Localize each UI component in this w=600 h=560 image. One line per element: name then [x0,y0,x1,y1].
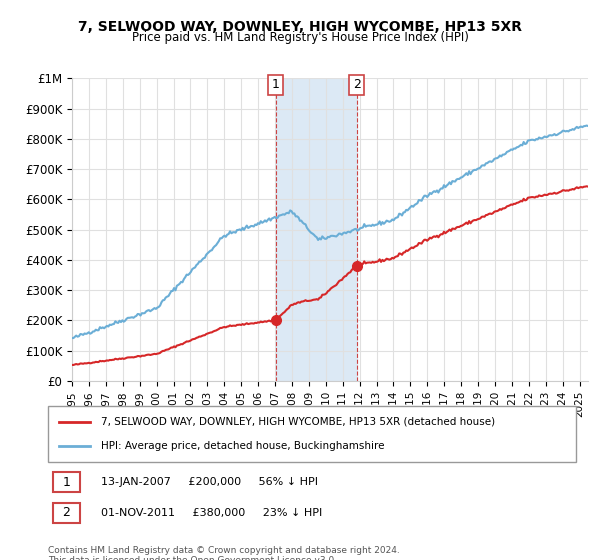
Text: Price paid vs. HM Land Registry's House Price Index (HPI): Price paid vs. HM Land Registry's House … [131,31,469,44]
Text: Contains HM Land Registry data © Crown copyright and database right 2024.
This d: Contains HM Land Registry data © Crown c… [48,546,400,560]
Text: 7, SELWOOD WAY, DOWNLEY, HIGH WYCOMBE, HP13 5XR (detached house): 7, SELWOOD WAY, DOWNLEY, HIGH WYCOMBE, H… [101,417,495,427]
FancyBboxPatch shape [48,406,576,462]
Text: 01-NOV-2011     £380,000     23% ↓ HPI: 01-NOV-2011 £380,000 23% ↓ HPI [101,508,322,518]
Text: 1: 1 [272,78,280,91]
Text: 2: 2 [353,78,361,91]
Text: 1: 1 [62,476,70,489]
Bar [275,78,357,381]
Text: 7, SELWOOD WAY, DOWNLEY, HIGH WYCOMBE, HP13 5XR: 7, SELWOOD WAY, DOWNLEY, HIGH WYCOMBE, H… [78,20,522,34]
FancyBboxPatch shape [53,503,80,523]
Text: HPI: Average price, detached house, Buckinghamshire: HPI: Average price, detached house, Buck… [101,441,385,451]
Text: 2: 2 [62,506,70,519]
Text: 13-JAN-2007     £200,000     56% ↓ HPI: 13-JAN-2007 £200,000 56% ↓ HPI [101,477,318,487]
FancyBboxPatch shape [53,472,80,492]
